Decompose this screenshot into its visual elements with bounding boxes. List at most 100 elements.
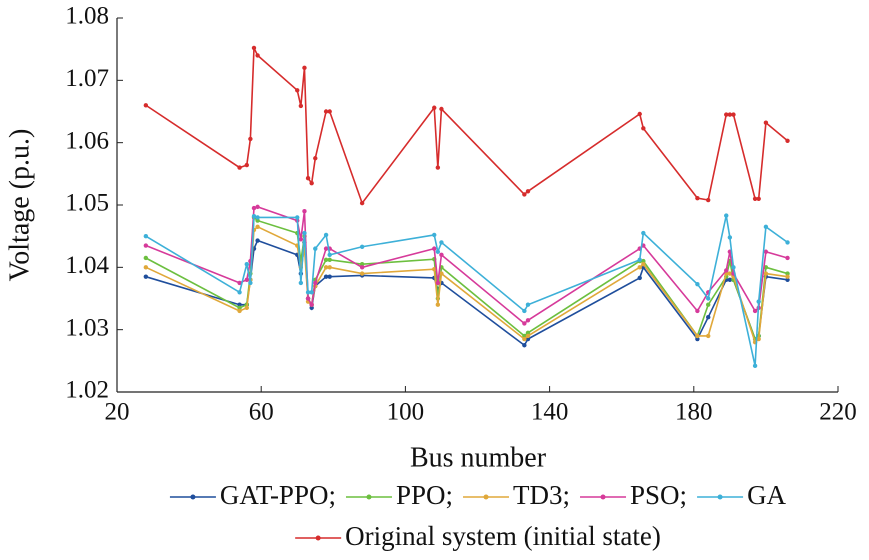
series-marker [359,200,365,206]
series-marker [255,224,260,230]
legend-label: GA [747,480,786,510]
series-marker [763,271,769,276]
series-marker [727,271,733,276]
series-marker [522,343,527,348]
series-marker [525,333,531,339]
series-marker [439,240,444,245]
series-marker [323,274,329,279]
series-marker [727,277,733,282]
legend-marker [717,494,723,500]
series-marker [432,267,437,272]
x-tick-label: 100 [387,399,425,426]
series-marker [327,257,332,263]
series-marker [302,230,307,236]
y-tick-label: 1.07 [65,65,109,92]
series-marker [298,280,304,286]
series-marker [251,205,257,211]
series-marker [302,209,307,214]
y-tick-label: 1.03 [65,314,109,341]
series-marker [637,111,642,117]
legend-marker [315,535,321,541]
series-marker [143,103,149,108]
legend-label: GAT-PPO; [220,480,336,510]
series-marker [313,280,318,286]
series-marker [637,257,642,263]
series-marker [752,308,758,314]
series-marker [522,308,527,314]
series-line [145,215,788,366]
legend-label: PSO; [630,480,687,510]
series-marker [432,105,437,110]
y-tick-label: 1.08 [65,3,109,30]
series-marker [763,120,769,125]
series-marker [237,290,242,295]
series-marker [522,333,527,339]
series-marker [695,336,700,342]
series-marker [323,246,329,251]
series-marker [785,138,790,143]
y-axis-title: Voltage (p.u.) [4,129,35,282]
y-tick-label: 1.04 [65,252,109,279]
series-marker [695,281,700,287]
series-marker [359,262,365,267]
series-marker [143,243,149,248]
series-marker [244,305,249,311]
series-marker [244,262,249,267]
series-marker [525,336,531,342]
series-marker [727,112,733,117]
series-marker [641,230,646,236]
series-marker [785,274,790,279]
series-marker [237,302,242,307]
series-marker [439,271,444,276]
series-marker [785,240,790,245]
series-marker [695,333,700,339]
series-marker [305,175,311,181]
series-marker [724,213,729,218]
series-marker [439,252,444,258]
x-axis-title: Bus number [410,442,547,473]
series-marker [785,277,790,282]
x-tick-label: 220 [819,399,857,426]
series-marker [244,162,249,168]
legend-label: PPO; [396,480,453,510]
series-marker [359,265,365,270]
series-marker [432,246,437,251]
series-marker [251,45,257,51]
x-tick-label: 20 [105,399,130,426]
series-marker [143,255,149,261]
series-marker [637,275,642,281]
series-marker [309,290,314,295]
series-marker [706,197,711,203]
series-marker [525,318,531,323]
series-marker [295,215,300,220]
legend-label: Original system (initial state) [345,521,661,551]
series-marker [255,53,260,58]
series-marker [309,180,314,186]
series-marker [641,258,646,264]
series-marker [525,330,531,335]
series-marker [298,103,304,109]
series-marker [237,305,242,311]
x-tick-label: 140 [531,399,569,426]
series-marker [143,274,149,279]
series-marker [641,126,646,131]
legend-marker [190,494,196,500]
y-tick-label: 1.05 [65,190,109,217]
series-marker [706,333,711,339]
series-marker [525,189,531,194]
series-marker [756,196,761,201]
series-marker [756,299,761,304]
x-tick-label: 180 [675,399,713,426]
series-marker [785,255,790,261]
series-marker [309,305,314,311]
series-marker [731,265,736,270]
series-marker [435,302,441,307]
series-marker [255,215,260,220]
series-marker [323,265,329,270]
series-marker [248,280,253,286]
series-marker [298,237,304,242]
series-marker [143,265,149,270]
series-marker [237,165,242,170]
series-marker [313,246,318,251]
